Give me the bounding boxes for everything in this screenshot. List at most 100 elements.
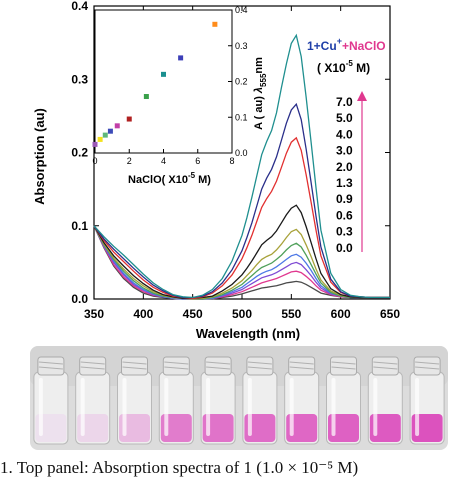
- legend-entry: 1.3: [336, 176, 353, 190]
- inset-x-tick-label: 0: [92, 156, 97, 166]
- vial-thread: [247, 366, 272, 370]
- inset-calibration-chart: 0 2 4 6 80.0 0.1 0.2 0.3 0.4 NaClO( X10-5 M) A ( a…: [92, 5, 268, 186]
- x-tick-label: 500: [232, 307, 252, 321]
- y-tick-label: 0.0: [71, 292, 88, 306]
- legend-entry: 2.0: [336, 160, 353, 174]
- vial-highlight: [247, 378, 252, 436]
- vial-neck: [288, 356, 316, 376]
- vial-highlight: [206, 378, 211, 436]
- vial-liquid: [369, 414, 401, 442]
- inset-y-tick-label: 0.2: [235, 77, 248, 87]
- inset-point: [178, 55, 184, 61]
- legend-unit: ( X10-5 M): [317, 59, 370, 75]
- spectrum-line: [93, 225, 390, 300]
- vial-neck: [246, 356, 274, 376]
- vial-thread: [415, 361, 440, 365]
- vial-highlight: [164, 378, 169, 436]
- vial-neck: [204, 356, 232, 376]
- inset-y-tick-label: 0.0: [235, 148, 248, 158]
- legend-entry: 0.6: [336, 208, 353, 222]
- vial-liquid: [328, 414, 359, 442]
- vial-liquid: [119, 414, 150, 442]
- legend-entry: 0.3: [336, 225, 353, 239]
- inset-x-tick-label: 6: [195, 156, 200, 166]
- inset-point: [107, 128, 113, 134]
- vial-neck: [162, 356, 190, 376]
- y-tick-label: 0.3: [71, 72, 88, 86]
- legend-arrow-head: [357, 91, 367, 101]
- vial-liquid: [202, 414, 234, 442]
- vial-thread: [38, 366, 63, 370]
- y-tick-label: 0.2: [71, 146, 88, 160]
- vial-neck: [330, 356, 357, 376]
- inset-x-tick-label: 4: [161, 156, 166, 166]
- vial-liquid: [244, 414, 276, 442]
- vial-neck: [37, 356, 65, 376]
- vial-thread: [38, 361, 63, 365]
- vial-highlight: [373, 378, 378, 436]
- vial-liquid: [35, 414, 67, 442]
- vial-thread: [247, 361, 272, 365]
- legend-entry: 5.0: [336, 111, 353, 125]
- inset-x-tick-label: 2: [127, 156, 132, 166]
- vial-photo: [30, 346, 448, 450]
- y-tick-label: 0.1: [71, 219, 88, 233]
- x-tick-label: 650: [380, 307, 400, 321]
- spectrum-line: [93, 225, 390, 300]
- vial-thread: [373, 366, 398, 370]
- vial-liquid: [77, 414, 109, 442]
- figure-caption: 1. Top panel: Absorption spectra of 1 (1…: [0, 458, 359, 477]
- x-axis-label: Wavelength (nm): [196, 326, 300, 341]
- vial-thread: [80, 361, 105, 365]
- legend-entry: 0.9: [336, 192, 353, 206]
- spectrum-line: [93, 102, 390, 299]
- y-axis-label: Absorption (au): [32, 108, 47, 205]
- x-tick-label: 450: [183, 307, 203, 321]
- x-tick-label: 600: [331, 307, 351, 321]
- vial-liquid: [411, 414, 443, 442]
- vial-thread: [206, 361, 231, 365]
- vial-highlight: [415, 378, 420, 436]
- inset-point: [126, 116, 132, 122]
- x-tick-label: 400: [133, 307, 153, 321]
- vial-thread: [331, 366, 356, 370]
- legend-entry: 3.0: [336, 144, 353, 158]
- inset-point: [97, 136, 103, 142]
- vial-highlight: [331, 378, 336, 436]
- inset-point: [102, 132, 108, 138]
- legend-entry: 4.0: [336, 127, 353, 141]
- inset-x-tick-label: 8: [229, 156, 234, 166]
- concentration-legend: 1+Cu++NaClO ( X10-5 M) 7.0 5.0 4.0 3.0 2.0 1.3 0…: [307, 36, 386, 255]
- spectrum-line: [93, 204, 390, 299]
- x-tick-label: 550: [281, 307, 301, 321]
- inset-point: [114, 123, 120, 129]
- vial-thread: [164, 366, 189, 370]
- vial-thread: [122, 366, 147, 370]
- inset-x-axis-label: NaClO( X10-5 M): [128, 171, 211, 186]
- inset-y-tick-label: 0.4: [235, 5, 248, 15]
- vial-neck: [413, 356, 441, 376]
- vial-neck: [79, 356, 107, 376]
- y-tick-label: 0.4: [71, 0, 88, 13]
- x-tick-label: 350: [84, 307, 104, 321]
- vial-highlight: [122, 378, 127, 436]
- spectrum-line: [93, 225, 390, 300]
- vial-thread: [373, 361, 398, 365]
- vial-highlight: [289, 378, 294, 436]
- inset-y-axis-label: A ( au) λ555nm: [253, 57, 268, 130]
- inset-y-tick-label: 0.3: [235, 41, 248, 51]
- spectrum-line: [93, 33, 390, 299]
- vial-thread: [206, 366, 231, 370]
- vial-neck: [121, 356, 148, 376]
- spectrum-line: [93, 225, 390, 300]
- legend-entry: 7.0: [336, 95, 353, 109]
- vial-thread: [289, 366, 314, 370]
- vial-thread: [289, 361, 314, 365]
- vial-thread: [122, 361, 147, 365]
- inset-point: [143, 94, 149, 100]
- inset-y-tick-label: 0.1: [235, 112, 248, 122]
- vial-highlight: [80, 378, 85, 436]
- absorption-spectra-chart: 350 400 450 500 550 600 650 0.0 0.1 0.2 0.3 0.4 Wave…: [32, 0, 400, 341]
- inset-frame: [94, 9, 233, 154]
